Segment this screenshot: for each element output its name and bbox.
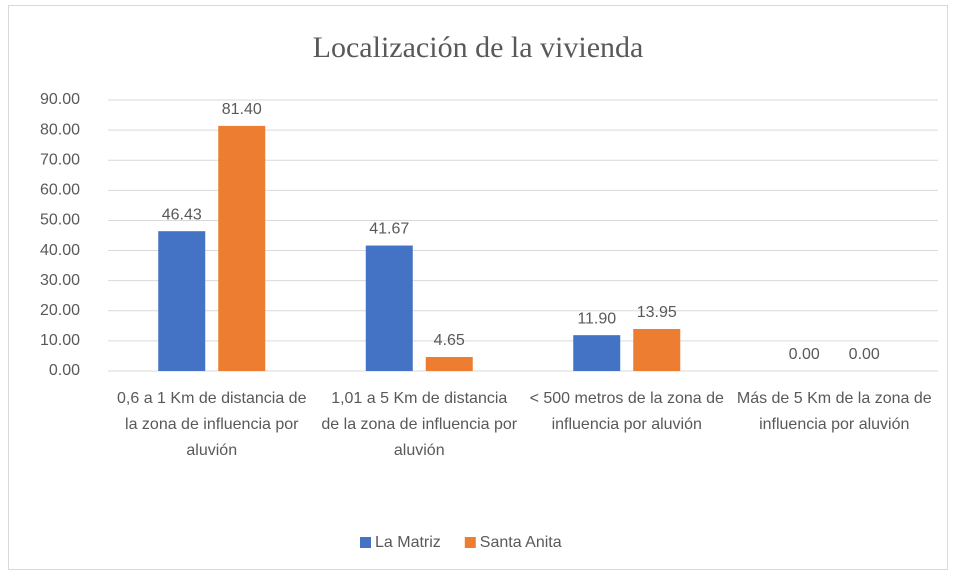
- y-tick-label: 50.00: [40, 212, 80, 229]
- y-tick-label: 30.00: [40, 272, 80, 289]
- x-tick-label: 0,6 a 1 Km de distancia de la zona de in…: [117, 390, 307, 459]
- y-tick-label: 90.00: [40, 91, 80, 108]
- legend-label: Santa Anita: [480, 534, 562, 551]
- x-tick-label: < 500 metros de la zona de influencia po…: [529, 390, 724, 433]
- bar: [158, 231, 206, 371]
- bar: [633, 328, 681, 371]
- legend-swatch: [464, 537, 476, 548]
- bar: [218, 125, 266, 371]
- data-label: 11.90: [577, 310, 616, 327]
- bar: [365, 245, 413, 371]
- x-tick-label: 1,01 a 5 Km de distancia de la zona de i…: [321, 390, 518, 459]
- legend-swatch: [360, 537, 371, 548]
- y-tick-label: 0.00: [49, 362, 80, 379]
- bar: [573, 335, 621, 371]
- y-tick-label: 80.00: [40, 121, 80, 138]
- y-tick-label: 40.00: [40, 242, 80, 259]
- y-tick-label: 10.00: [40, 332, 80, 349]
- x-tick-label: Más de 5 Km de la zona de influencia por…: [736, 390, 932, 433]
- chart-border: [8, 5, 948, 570]
- chart-title: Localización de la vivienda: [313, 31, 644, 64]
- bar: [425, 356, 473, 371]
- data-label: 0.00: [789, 346, 820, 363]
- data-label: 46.43: [162, 206, 202, 223]
- data-label: 4.65: [434, 332, 465, 349]
- data-label: 41.67: [369, 221, 409, 238]
- legend-label: La Matriz: [375, 534, 441, 551]
- y-tick-label: 70.00: [40, 151, 80, 168]
- y-tick-label: 60.00: [40, 182, 80, 199]
- data-label: 0.00: [849, 346, 880, 363]
- y-tick-label: 20.00: [40, 302, 80, 319]
- data-label: 13.95: [637, 304, 677, 321]
- data-label: 81.40: [222, 101, 262, 118]
